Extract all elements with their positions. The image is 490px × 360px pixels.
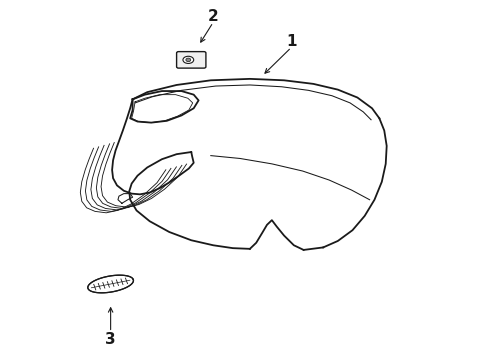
Text: 3: 3 (105, 332, 116, 347)
Text: 1: 1 (286, 35, 296, 49)
Text: 2: 2 (208, 9, 219, 24)
Polygon shape (88, 275, 133, 293)
FancyBboxPatch shape (176, 51, 206, 68)
Ellipse shape (183, 56, 194, 63)
Circle shape (186, 58, 191, 62)
